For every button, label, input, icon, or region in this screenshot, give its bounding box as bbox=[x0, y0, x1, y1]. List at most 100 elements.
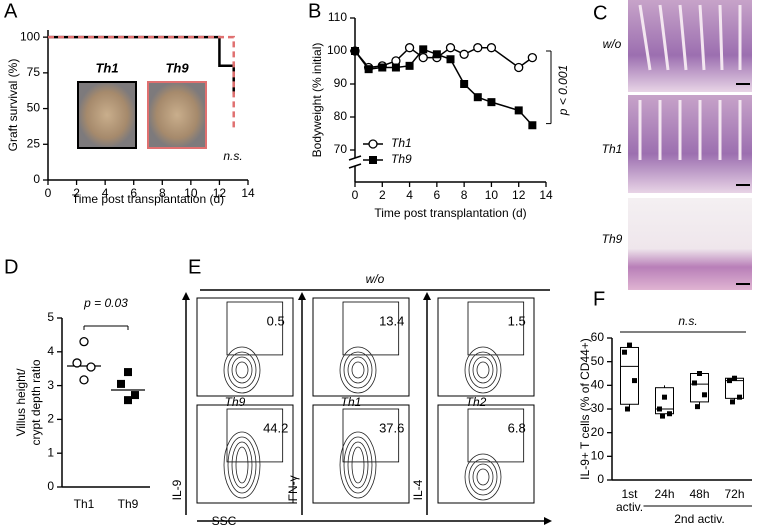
contour bbox=[223, 431, 261, 499]
marker bbox=[79, 375, 89, 385]
box bbox=[620, 346, 639, 405]
histology-label: Th1 bbox=[602, 142, 623, 156]
histology-label: Th9 bbox=[602, 232, 623, 246]
contour bbox=[347, 356, 369, 384]
gate bbox=[467, 301, 525, 356]
legend-marker bbox=[369, 156, 377, 164]
x-tick-label: 2 bbox=[73, 186, 80, 200]
y-tick-label: 25 bbox=[27, 136, 41, 150]
point bbox=[632, 378, 637, 384]
flow-y-label: IL-9 bbox=[170, 479, 184, 500]
contour bbox=[472, 356, 494, 384]
panel-letter: B bbox=[308, 0, 321, 22]
contour bbox=[227, 436, 257, 494]
marker bbox=[131, 391, 139, 400]
y-tick-label: 1 bbox=[47, 445, 54, 459]
point bbox=[662, 394, 667, 400]
marker bbox=[432, 50, 441, 59]
series-line bbox=[354, 48, 533, 126]
point bbox=[695, 404, 700, 410]
marker bbox=[391, 63, 400, 72]
point bbox=[667, 411, 672, 417]
x-tick-label: 6 bbox=[130, 186, 137, 200]
x-tick-label: 0 bbox=[45, 186, 52, 200]
marker bbox=[364, 65, 373, 74]
x-axis-label: Time post transplantation (d) bbox=[374, 206, 526, 220]
villi bbox=[638, 4, 742, 160]
flow-plot bbox=[312, 297, 410, 397]
y-axis-label: IL-9+ T cells (% of CD44+) bbox=[578, 338, 592, 480]
point bbox=[692, 380, 697, 386]
arrow-head bbox=[544, 517, 552, 525]
arrow-head bbox=[423, 292, 431, 300]
x-axis-label: Time post transplantation (d) bbox=[72, 192, 224, 206]
flow-plot bbox=[437, 297, 535, 397]
legend-photo bbox=[147, 81, 207, 149]
gate bbox=[342, 301, 400, 356]
contour bbox=[472, 463, 494, 491]
flow-plot bbox=[437, 404, 535, 504]
panel-letter: C bbox=[593, 2, 607, 24]
contour bbox=[339, 431, 377, 499]
y-tick-label: 10 bbox=[591, 449, 605, 463]
y-tick-label: 20 bbox=[591, 425, 605, 439]
panel-letter: A bbox=[4, 0, 18, 22]
x-tick-label: 12 bbox=[213, 186, 227, 200]
x-tick-label: 10 bbox=[485, 188, 499, 202]
histology-image bbox=[628, 0, 752, 92]
contour bbox=[235, 446, 249, 484]
x-tick-label: 6 bbox=[434, 188, 441, 202]
x-tick-label: 0 bbox=[352, 188, 359, 202]
annotation: n.s. bbox=[678, 314, 697, 328]
y-tick-label: 75 bbox=[27, 65, 41, 79]
legend-photo bbox=[77, 81, 137, 149]
gate-value: 37.6 bbox=[379, 420, 404, 435]
x-tick-label: 72h bbox=[724, 487, 744, 501]
marker bbox=[514, 62, 524, 73]
marker bbox=[460, 80, 469, 88]
flow-plot bbox=[196, 404, 294, 504]
annotation: p = 0.03 bbox=[83, 296, 128, 310]
x-tick-label: 24h bbox=[654, 487, 674, 501]
marker bbox=[514, 106, 523, 115]
marker bbox=[528, 121, 537, 130]
contour bbox=[343, 436, 373, 494]
legend-label: Th1 bbox=[391, 136, 412, 150]
y-tick-label: 60 bbox=[591, 330, 605, 344]
gate bbox=[226, 301, 284, 356]
histology-image bbox=[628, 198, 752, 290]
x-tick-label: 48h bbox=[689, 487, 709, 501]
marker bbox=[445, 43, 456, 53]
flow-x-label: SSC bbox=[212, 514, 237, 528]
point bbox=[627, 342, 632, 348]
legend-label: Th9 bbox=[165, 60, 189, 75]
arrow-head bbox=[182, 292, 190, 300]
y-tick-label: 70 bbox=[334, 142, 348, 156]
panel-letter: D bbox=[4, 256, 18, 278]
y-tick-label: 100 bbox=[20, 29, 40, 43]
x-tick-label: 8 bbox=[159, 186, 166, 200]
x-tick-label: 14 bbox=[539, 188, 553, 202]
y-tick-label: 5 bbox=[47, 310, 54, 324]
root: A B C D E F w/o Th1 Th9 w/o SSC 02550751… bbox=[4, 0, 752, 528]
contour bbox=[351, 446, 365, 484]
contour bbox=[468, 458, 498, 496]
y-axis-label: Bodyweight (% initial) bbox=[310, 43, 324, 158]
contour bbox=[468, 351, 498, 389]
gate bbox=[467, 408, 525, 463]
point bbox=[732, 375, 737, 381]
annotation: p < 0.001 bbox=[556, 65, 570, 116]
x-tick-label: Th1 bbox=[74, 497, 95, 511]
x-tick-label: 14 bbox=[241, 186, 255, 200]
marker bbox=[446, 55, 455, 64]
legend-label: Th1 bbox=[95, 60, 118, 75]
y-tick-label: 110 bbox=[328, 10, 347, 24]
x-tick-label: 4 bbox=[406, 188, 413, 202]
panel-letter: F bbox=[593, 288, 605, 310]
gate bbox=[342, 408, 400, 463]
series-line bbox=[48, 35, 235, 130]
contour bbox=[351, 361, 365, 379]
flow-plot bbox=[312, 404, 410, 504]
panel-letter: E bbox=[188, 256, 201, 278]
point bbox=[625, 406, 630, 412]
